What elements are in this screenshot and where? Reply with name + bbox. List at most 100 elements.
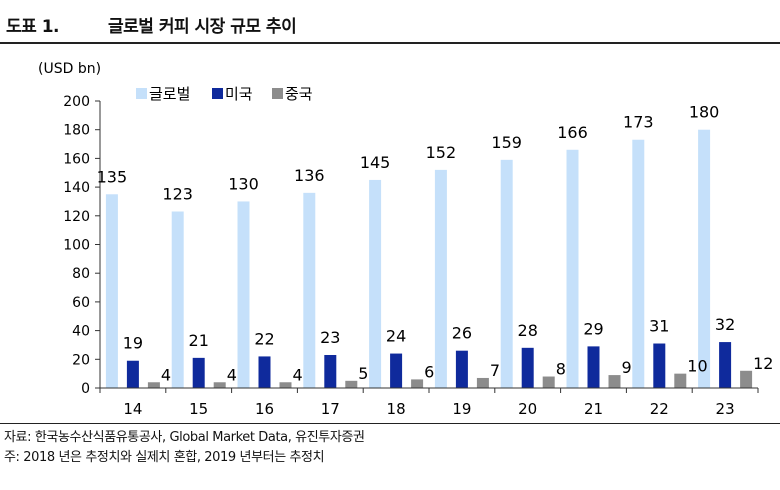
bar-usa [587,346,600,388]
x-tick-label: 15 [189,400,208,418]
legend-label: 미국 [225,85,253,103]
x-axis: 14 15 16 17 18 19 20 21 22 23 [99,387,759,418]
data-label-china: 12 [753,354,773,373]
data-label-global: 159 [491,133,522,152]
x-tick-label: 18 [387,400,406,418]
data-label-china: 4 [227,365,237,384]
bar-global [698,129,711,388]
y-axis-unit-label: (USD bn) [38,61,101,77]
bar-global [434,169,447,388]
bar-global [566,149,579,388]
data-label-usa: 24 [386,327,406,346]
legend: 글로벌 미국 중국 [136,85,313,103]
bar-usa [192,357,205,388]
y-axis: 0 20 40 60 80 100 120 140 160 180 200 [63,94,101,397]
bar-global [632,139,645,388]
data-label-china: 4 [161,365,171,384]
bar-china [279,382,292,388]
data-label-china: 8 [556,360,566,379]
data-label-usa: 29 [583,319,603,338]
bar-china [147,382,160,388]
bar-china [542,376,555,388]
y-tick-label: 40 [72,324,90,340]
bar-global [105,194,118,388]
data-label-china: 9 [622,358,632,377]
x-tick-label: 17 [321,400,340,418]
figure-header: 도표 1. 글로벌 커피 시장 규모 추이 [0,0,780,44]
data-label-usa: 21 [189,331,209,350]
data-label-global: 145 [360,153,391,172]
bar-china [740,370,753,388]
data-label-usa: 26 [452,324,472,343]
bar-global [303,192,316,388]
x-tick-label: 14 [123,400,142,418]
bar-usa [521,347,534,388]
data-label-global: 180 [689,103,720,122]
bar-china [411,379,424,388]
data-label-usa: 32 [715,315,735,334]
data-label-global: 173 [623,113,654,132]
legend-label: 중국 [285,85,313,103]
y-tick-label: 20 [72,352,90,368]
bar-global [369,179,382,388]
data-label-usa: 22 [254,329,274,348]
data-label-usa: 31 [649,317,669,336]
data-label-china: 4 [293,365,303,384]
x-tick-label: 22 [650,400,669,418]
data-label-global: 166 [557,123,588,142]
bar-china [608,375,621,388]
bar-usa [455,350,468,388]
data-label-china: 10 [687,357,707,376]
bar-china [345,380,358,388]
x-tick-label: 16 [255,400,274,418]
data-label-global: 123 [162,184,193,203]
x-tick-label: 19 [452,400,471,418]
y-tick-label: 100 [63,238,90,254]
y-tick-label: 60 [72,295,90,311]
bar-global [500,159,513,388]
bar-usa [324,354,337,388]
bar-global [237,201,250,388]
legend-swatch [136,88,147,99]
y-tick-label: 140 [63,180,90,196]
bar-china [476,377,489,388]
data-label-usa: 19 [123,334,143,353]
legend-swatch [212,88,223,99]
y-tick-label: 120 [63,209,90,225]
data-label-usa: 28 [518,321,538,340]
data-label-china: 5 [358,364,368,383]
bar-usa [126,360,139,388]
header-rule [0,42,780,44]
data-label-usa: 23 [320,328,340,347]
bar-china [213,382,226,388]
bar-china [674,373,687,388]
bar-usa [653,343,666,388]
bar-usa [390,353,403,388]
data-label-global: 152 [426,143,457,162]
source-note: 자료: 한국농수산식품유통공사, Global Market Data, 유진투… [4,430,365,445]
estimate-note: 주: 2018 년은 추정치와 실제치 혼합, 2019 년부터는 추정치 [4,450,325,465]
bar-usa [258,356,271,388]
y-tick-label: 0 [81,381,90,397]
figure-label: 도표 1. [6,17,60,37]
legend-label: 글로벌 [149,85,190,103]
bars [105,129,753,388]
bar-chart: (USD bn) 글로벌 미국 중국 0 20 40 60 80 100 120 140 160 18… [38,61,773,418]
y-tick-label: 180 [63,123,90,139]
data-label-china: 7 [490,361,500,380]
data-label-global: 135 [97,167,128,186]
y-tick-label: 160 [63,151,90,167]
chart-title: 글로벌 커피 시장 규모 추이 [108,17,297,37]
x-tick-label: 23 [716,400,735,418]
legend-swatch [272,88,283,99]
footnotes: 자료: 한국농수산식품유통공사, Global Market Data, 유진투… [4,428,365,468]
y-tick-label: 200 [63,94,90,110]
bar-global [171,211,184,388]
footer-rule [0,423,780,424]
x-tick-label: 20 [518,400,537,418]
x-tick-label: 21 [584,400,603,418]
bar-usa [719,342,732,388]
data-label-global: 130 [228,174,259,193]
y-tick-label: 80 [72,266,90,282]
data-label-china: 6 [424,362,434,381]
